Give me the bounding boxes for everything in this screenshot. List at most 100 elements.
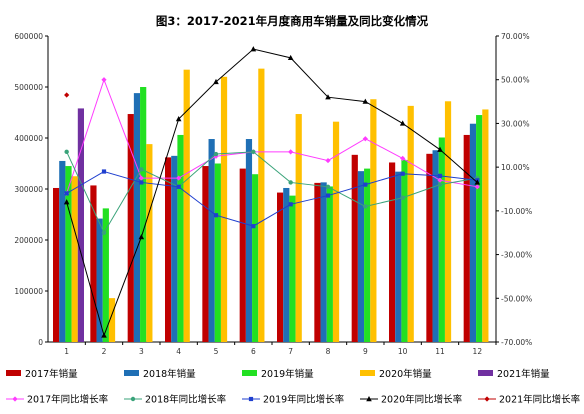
bar [463,134,470,342]
bar [252,174,259,342]
data-point [474,184,480,190]
y-tick-label-left: 100000 [14,287,43,296]
legend-label: 2018年同比增长率 [145,394,227,406]
data-point [138,175,144,181]
y-tick-label-left: 600000 [14,32,43,41]
bar [370,99,377,343]
bar [96,218,103,342]
data-point [251,149,256,155]
data-point [64,191,69,196]
data-point [325,157,331,164]
bar [183,69,190,342]
data-point [325,184,331,190]
data-point [437,146,443,152]
bar [476,115,483,342]
x-tick-label: 1 [64,347,69,356]
y-tick-label-left: 0 [38,338,43,347]
series-line [66,151,478,234]
bar [108,298,116,342]
x-tick-label: 11 [435,347,445,356]
bar [146,144,153,342]
data-point [251,224,256,229]
y-tick-label-left: 200000 [14,236,43,245]
legend-label: 2017年销量 [25,368,78,380]
bar [71,176,78,342]
legend-label: 2019年同比增长率 [263,394,345,406]
data-point [175,116,182,122]
bar [214,163,221,342]
legend-label: 2021年同比增长率 [499,394,581,406]
series-line [66,48,478,338]
data-point [288,149,294,155]
data-point [325,94,331,100]
bar [208,139,215,342]
bar [177,134,184,342]
data-point [139,167,144,172]
chart-title: 图3：2017-2021年月度商用车销量及同比变化情况 [156,14,429,28]
legend: 2017年销量 2018年销量 2019年销量 2020年销量 2021年销量 2017年… [6,368,581,406]
data-point [64,92,70,98]
data-point [176,184,181,189]
data-point [138,234,145,240]
legend-label: 2019年销量 [261,368,314,380]
data-point [400,195,405,200]
bar [357,171,365,342]
bar [258,68,265,342]
data-point [248,396,254,402]
data-point [437,177,443,183]
data-point [250,46,257,52]
x-tick-label: 7 [288,347,293,356]
bar [53,187,60,342]
data-point [176,175,182,181]
data-point [400,171,405,176]
data-point [64,149,69,155]
data-point [363,182,368,187]
bar [77,108,84,342]
bar [426,153,433,342]
x-tick-label: 5 [214,347,219,356]
data-point [288,202,293,207]
series-line [66,170,478,227]
legend-swatch [360,370,375,376]
bar [444,101,452,342]
bar [140,87,147,342]
y-tick-label-right: -70.00% [501,338,532,347]
legend-label: 2021年销量 [497,368,550,380]
bar [171,155,178,342]
bar [332,121,340,343]
bar [432,150,439,342]
data-point [101,230,107,235]
legend-label: 2020年销量 [379,368,432,380]
data-point [101,332,107,338]
data-point [287,54,294,61]
bar [165,157,172,342]
data-point [474,179,481,185]
data-point [63,199,70,205]
x-tick-label: 10 [398,347,408,356]
legend-swatch [242,370,257,376]
y-tick-label-right: 30.00% [501,119,530,128]
x-tick-label: 4 [176,347,181,356]
bar [438,137,445,342]
x-tick-label: 9 [363,347,368,356]
data-point [363,204,368,209]
data-point [437,182,443,187]
bar [289,195,296,342]
bar [407,105,414,343]
y-tick-label-right: -30.00% [501,251,532,260]
y-tick-label-right: 10.00% [501,163,530,172]
y-tick-label-left: 400000 [14,134,43,143]
bar [127,114,134,342]
legend-label: 2017年同比增长率 [27,394,109,406]
bar [283,187,290,342]
y-tick-label-right: 70.00% [501,32,530,41]
y-tick-label-right: 50.00% [501,76,530,85]
x-tick-label: 8 [326,347,331,356]
bar [133,93,141,343]
bar [90,185,97,342]
data-point [362,136,368,142]
bar [102,208,109,342]
bar [295,114,302,342]
bar [351,154,358,342]
